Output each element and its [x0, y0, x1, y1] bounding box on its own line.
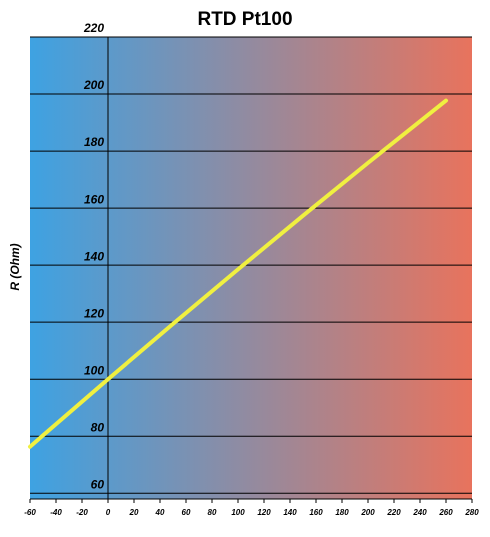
chart-title: RTD Pt100: [197, 9, 292, 30]
plot-area: [30, 37, 472, 499]
x-tick-label: 280: [464, 508, 479, 517]
y-tick-label: 200: [83, 78, 104, 92]
x-tick-label: 200: [360, 508, 375, 517]
x-tick-label: 100: [231, 508, 245, 517]
x-tick-label: 220: [386, 508, 401, 517]
y-tick-label: 180: [84, 135, 104, 149]
x-tick-label: 40: [155, 508, 165, 517]
y-tick-label: 220: [83, 21, 104, 35]
x-tick-label: 180: [335, 508, 349, 517]
y-tick-label: 100: [84, 363, 104, 377]
x-tick-label: 0: [106, 508, 111, 517]
y-tick-label: 80: [91, 420, 105, 434]
x-tick-label: 80: [208, 508, 217, 517]
y-tick-label: 160: [84, 192, 104, 206]
data-line: [28, 98, 448, 449]
y-tick-label: 140: [84, 249, 104, 263]
x-tick-label: 240: [412, 508, 427, 517]
x-tick-label: 120: [257, 508, 271, 517]
x-tick-label: -40: [50, 508, 62, 517]
y-tick-label: 120: [84, 306, 104, 320]
x-tick-label: 160: [309, 508, 323, 517]
x-tick-label: -60: [24, 508, 36, 517]
x-tick-label: -20: [76, 508, 88, 517]
x-tick-label: 60: [182, 508, 191, 517]
x-tick-label: 20: [129, 508, 139, 517]
x-tick-label: 260: [438, 508, 453, 517]
x-tick-label: 140: [283, 508, 297, 517]
y-tick-label: 60: [91, 477, 105, 491]
y-axis-label: R (Ohm): [8, 243, 22, 290]
